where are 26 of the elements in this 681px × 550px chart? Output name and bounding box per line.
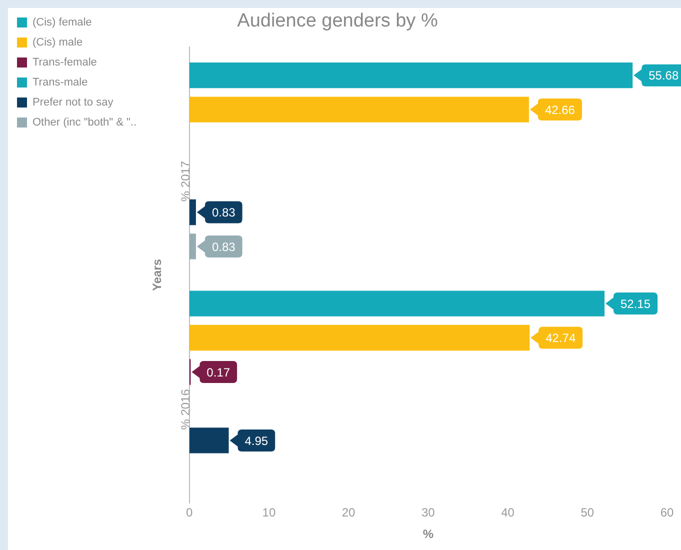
x-tick-label: 0	[186, 506, 193, 520]
data-label: 42.74	[546, 331, 576, 346]
data-label: 55.68	[648, 68, 679, 83]
chart-title: Audience genders by %	[237, 10, 438, 32]
legend-label: Prefer not to say	[32, 96, 114, 109]
y-tick-label: % 2017	[178, 160, 193, 202]
legend-label: (Cis) male	[32, 36, 83, 49]
legend-label: (Cis) female	[32, 16, 92, 29]
data-label: 0.83	[212, 206, 236, 220]
x-tick-label: 10	[262, 506, 276, 520]
x-axis-title: %	[422, 527, 434, 542]
legend-label: Trans-male	[32, 76, 88, 89]
x-tick-label: 50	[580, 506, 594, 520]
x-tick-label: 60	[660, 506, 674, 520]
legend-label: Other (inc "both" & "..	[32, 116, 137, 129]
data-label: 0.17	[206, 365, 230, 380]
x-tick-label: 20	[342, 506, 356, 520]
data-label: 0.83	[212, 240, 236, 254]
data-label: 4.95	[244, 434, 268, 448]
x-tick-label: 40	[501, 506, 515, 520]
y-axis-title: Years	[150, 258, 164, 292]
x-tick-label: 30	[421, 506, 436, 520]
data-label: 42.66	[544, 102, 576, 117]
data-label: 52.15	[620, 296, 651, 311]
legend-label: Trans-female	[32, 56, 97, 69]
y-tick-label: % 2016	[178, 388, 193, 430]
